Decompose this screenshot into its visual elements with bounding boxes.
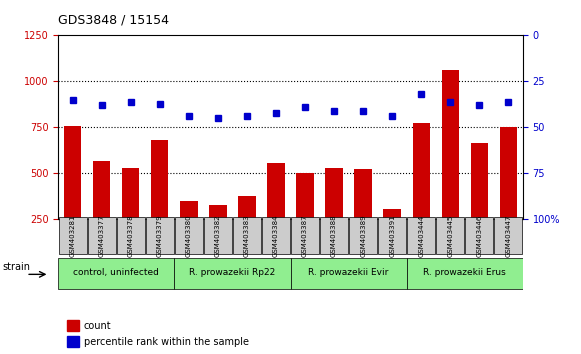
FancyBboxPatch shape (378, 217, 406, 254)
Bar (151, 140, 168, 266)
Text: GSM403389: GSM403389 (360, 214, 366, 257)
Text: GSM403391: GSM403391 (389, 214, 395, 257)
Text: strain: strain (3, 262, 31, 272)
FancyBboxPatch shape (494, 217, 522, 254)
Bar (93, 161, 110, 266)
Text: GSM403377: GSM403377 (99, 214, 105, 257)
Text: GSM403380: GSM403380 (186, 214, 192, 257)
Text: GSM403281: GSM403281 (70, 214, 76, 257)
Text: control, uninfected: control, uninfected (73, 268, 159, 277)
Bar (64, 126, 81, 266)
Bar (238, 195, 256, 266)
Bar (67, 320, 79, 331)
FancyBboxPatch shape (174, 258, 290, 289)
FancyBboxPatch shape (290, 258, 407, 289)
FancyBboxPatch shape (175, 217, 203, 254)
Text: R. prowazekii Erus: R. prowazekii Erus (424, 268, 506, 277)
Text: GSM403383: GSM403383 (244, 214, 250, 257)
FancyBboxPatch shape (436, 217, 464, 254)
Bar (413, 123, 430, 266)
Bar (500, 127, 517, 266)
FancyBboxPatch shape (204, 217, 232, 254)
FancyBboxPatch shape (349, 217, 377, 254)
FancyBboxPatch shape (465, 217, 493, 254)
FancyBboxPatch shape (291, 217, 319, 254)
Text: GSM403384: GSM403384 (273, 214, 279, 257)
Text: GSM403379: GSM403379 (157, 214, 163, 257)
Text: GSM403444: GSM403444 (418, 214, 424, 257)
Text: GDS3848 / 15154: GDS3848 / 15154 (58, 13, 169, 27)
Text: count: count (84, 321, 112, 331)
Bar (471, 143, 488, 266)
Text: GSM403446: GSM403446 (476, 214, 482, 257)
Text: R. prowazekii Evir: R. prowazekii Evir (309, 268, 389, 277)
Text: GSM403382: GSM403382 (215, 214, 221, 257)
Bar (383, 209, 401, 266)
Text: GSM403447: GSM403447 (505, 214, 511, 257)
Bar (325, 168, 343, 266)
FancyBboxPatch shape (88, 217, 116, 254)
FancyBboxPatch shape (117, 217, 145, 254)
Bar (267, 163, 285, 266)
Text: R. prowazekii Rp22: R. prowazekii Rp22 (189, 268, 275, 277)
Bar (180, 201, 198, 266)
Text: GSM403387: GSM403387 (302, 214, 308, 257)
FancyBboxPatch shape (407, 217, 435, 254)
Bar (296, 172, 314, 266)
FancyBboxPatch shape (233, 217, 261, 254)
FancyBboxPatch shape (262, 217, 290, 254)
Bar (354, 169, 372, 266)
Text: percentile rank within the sample: percentile rank within the sample (84, 337, 249, 347)
Text: GSM403445: GSM403445 (447, 214, 453, 257)
FancyBboxPatch shape (58, 258, 174, 289)
Text: GSM403388: GSM403388 (331, 214, 337, 257)
Bar (442, 70, 459, 266)
FancyBboxPatch shape (59, 217, 87, 254)
FancyBboxPatch shape (320, 217, 348, 254)
Bar (209, 205, 227, 266)
Bar (67, 336, 79, 347)
Bar (122, 168, 139, 266)
Text: GSM403378: GSM403378 (128, 214, 134, 257)
FancyBboxPatch shape (407, 258, 523, 289)
FancyBboxPatch shape (146, 217, 174, 254)
